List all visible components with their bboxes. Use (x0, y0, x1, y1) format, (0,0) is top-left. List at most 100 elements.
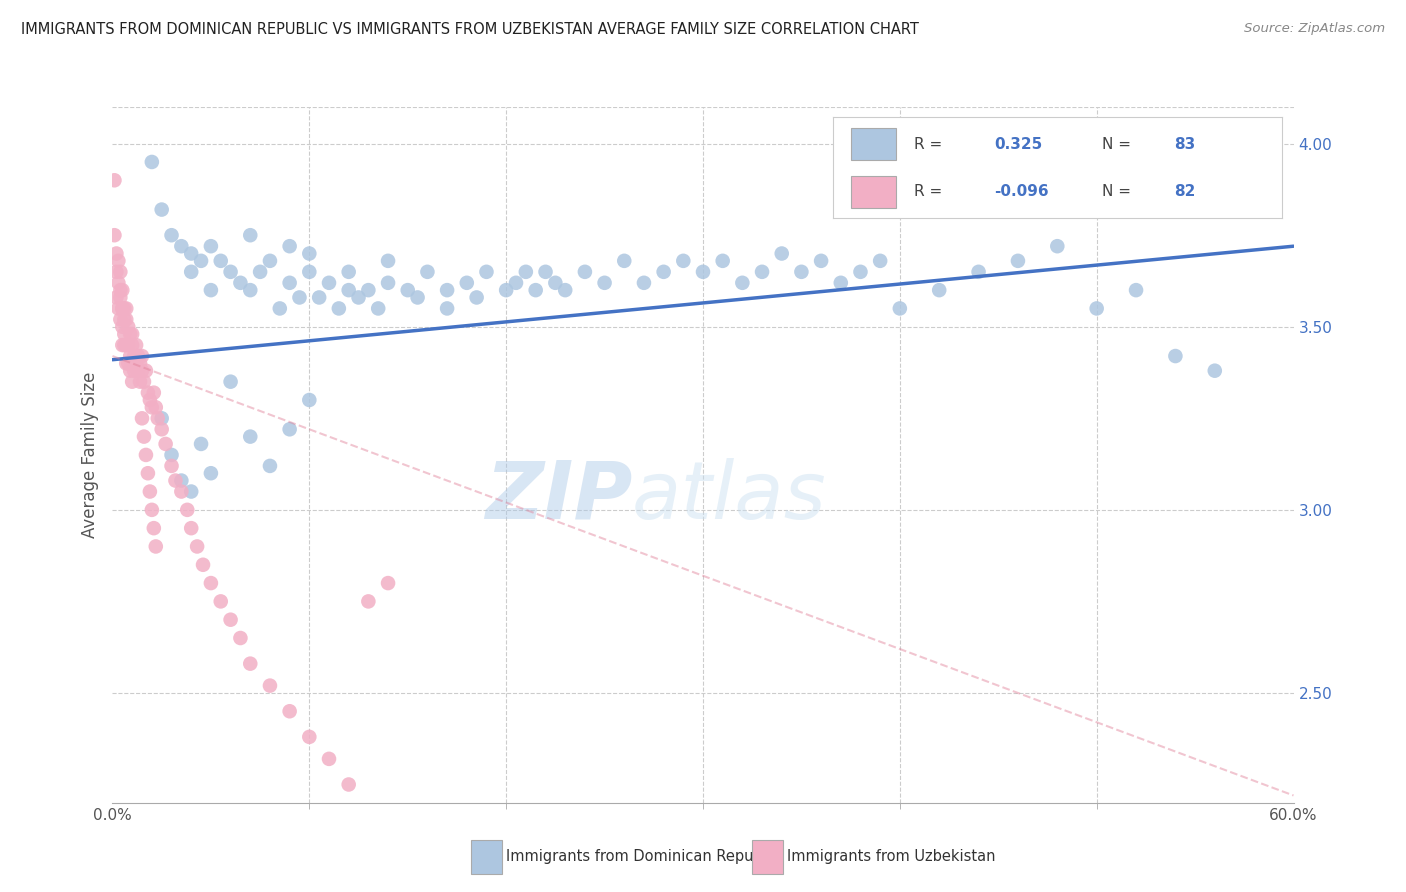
Point (574, 265, 596, 279)
Point (209, 253, 232, 268)
Point (298, 265, 321, 279)
Point (121, 356, 143, 370)
Point (770, 246, 793, 260)
Point (145, 401, 167, 415)
Point (190, 253, 212, 268)
Point (115, 338, 138, 352)
Point (136, 385, 159, 400)
Point (107, 301, 129, 316)
Text: Source: ZipAtlas.com: Source: ZipAtlas.com (1244, 22, 1385, 36)
Point (135, 364, 157, 378)
Point (111, 301, 134, 316)
Point (121, 327, 143, 342)
Point (112, 312, 135, 326)
Point (125, 356, 148, 370)
Point (111, 283, 134, 297)
Point (103, 173, 125, 187)
Point (139, 392, 162, 407)
Point (869, 253, 891, 268)
Text: IMMIGRANTS FROM DOMINICAN REPUBLIC VS IMMIGRANTS FROM UZBEKISTAN AVERAGE FAMILY : IMMIGRANTS FROM DOMINICAN REPUBLIC VS IM… (21, 22, 920, 37)
Point (672, 253, 695, 268)
Point (465, 290, 488, 304)
Point (180, 521, 202, 535)
Point (416, 265, 439, 279)
Point (105, 290, 128, 304)
Point (357, 283, 380, 297)
Point (139, 484, 162, 499)
Point (278, 422, 301, 436)
Point (1125, 283, 1147, 297)
Text: ZIP: ZIP (485, 458, 633, 536)
Point (544, 276, 567, 290)
Point (436, 283, 458, 297)
Point (711, 253, 734, 268)
Point (259, 458, 281, 473)
Point (790, 265, 813, 279)
Point (1085, 301, 1108, 316)
Point (155, 437, 177, 451)
Point (534, 265, 557, 279)
Point (129, 375, 152, 389)
Point (308, 290, 330, 304)
Point (125, 338, 148, 352)
Point (120, 349, 142, 363)
Text: Immigrants from Dominican Republic: Immigrants from Dominican Republic (506, 849, 779, 863)
Point (259, 679, 281, 693)
Point (111, 301, 134, 316)
Point (145, 540, 167, 554)
Point (337, 777, 360, 791)
Point (377, 253, 399, 268)
Point (239, 283, 262, 297)
Point (249, 265, 271, 279)
Point (337, 265, 360, 279)
Point (132, 375, 155, 389)
Point (367, 301, 389, 316)
Point (122, 349, 145, 363)
Point (112, 327, 135, 342)
Point (136, 467, 159, 481)
Point (170, 474, 193, 488)
Point (209, 594, 232, 608)
Point (239, 657, 262, 671)
Point (456, 276, 478, 290)
Point (160, 228, 183, 243)
Point (967, 265, 990, 279)
Point (288, 290, 311, 304)
Point (180, 484, 202, 499)
Point (191, 558, 214, 572)
Text: atlas: atlas (633, 458, 827, 536)
Point (160, 458, 183, 473)
Text: Immigrants from Uzbekistan: Immigrants from Uzbekistan (787, 849, 995, 863)
Point (150, 411, 173, 425)
Point (120, 327, 142, 342)
Point (200, 239, 222, 253)
Point (131, 349, 153, 363)
Point (515, 265, 537, 279)
Point (117, 356, 139, 370)
Point (120, 364, 142, 378)
Point (524, 283, 547, 297)
Point (357, 594, 380, 608)
Point (229, 631, 252, 645)
Point (117, 338, 139, 352)
Point (613, 253, 636, 268)
Point (142, 385, 165, 400)
Point (170, 484, 193, 499)
Point (377, 576, 399, 591)
Point (170, 239, 193, 253)
Point (131, 411, 153, 425)
Point (186, 540, 208, 554)
Point (200, 576, 222, 591)
Point (889, 301, 911, 316)
Point (200, 467, 222, 481)
Point (110, 290, 132, 304)
Point (318, 276, 340, 290)
Point (298, 392, 321, 407)
Point (121, 338, 143, 352)
Point (229, 276, 252, 290)
Point (110, 283, 132, 297)
Point (107, 276, 129, 290)
Point (436, 301, 458, 316)
Point (219, 613, 242, 627)
Point (278, 276, 301, 290)
